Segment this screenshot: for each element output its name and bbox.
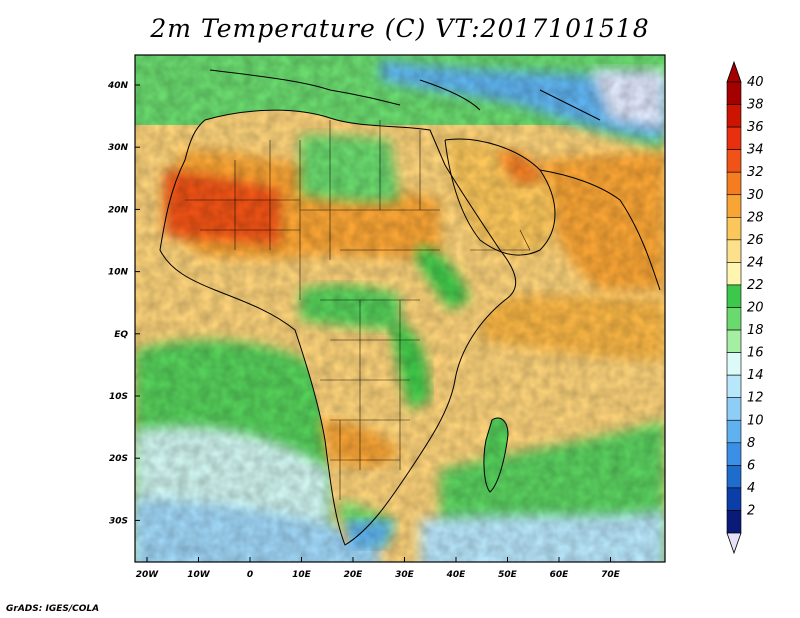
temperature-field (135, 55, 665, 562)
colorbar-swatch (726, 81, 742, 105)
lat-tick-label: EQ (114, 330, 128, 340)
lon-tick-label: 20E (344, 570, 364, 580)
lat-tick-label: 20N (108, 205, 129, 215)
colorbar-label: 16 (747, 346, 764, 361)
colorbar-label: 26 (747, 233, 764, 248)
lat-tick-label: 40N (107, 81, 129, 91)
map-frame (134, 54, 666, 563)
colorbar-swatch (726, 262, 742, 286)
colorbar-label: 20 (747, 301, 764, 316)
colorbar-swatch (726, 442, 742, 466)
lat-tick-label: 20S (109, 454, 128, 464)
colorbar-label: 22 (747, 278, 764, 293)
colorbar: 40 38 36 34 32 30 28 26 24 22 20 18 16 14 12 10 8 6 4 2 (726, 60, 764, 555)
colorbar-swatch (726, 284, 742, 308)
colorbar-swatch (726, 465, 742, 489)
colorbar-label: 32 (747, 165, 764, 180)
colorbar-label: 24 (747, 255, 764, 270)
colorbar-swatch (726, 487, 742, 511)
colorbar-swatch (726, 419, 742, 444)
colorbar-swatch (726, 126, 742, 150)
colorbar-swatch (726, 104, 742, 128)
colorbar-label: 38 (747, 98, 764, 113)
lat-tick-label: 30S (109, 516, 128, 526)
colorbar-swatch (726, 239, 742, 263)
grads-credit: GrADS: IGES/COLA (6, 604, 100, 614)
colorbar-swatch (726, 217, 742, 241)
colorbar-swatch (726, 194, 742, 218)
colorbar-label: 30 (747, 188, 764, 203)
chart-title: 2m Temperature (C) VT:2017101518 (150, 14, 650, 43)
lon-tick-label: 0 (247, 570, 253, 580)
colorbar-label: 40 (747, 75, 764, 90)
colorbar-swatch (726, 510, 742, 534)
colorbar-label: 28 (747, 210, 764, 225)
colorbar-swatch (726, 397, 742, 421)
lat-tick-label: 10S (109, 392, 128, 402)
lon-tick-label: 60E (550, 570, 570, 580)
colorbar-swatch (726, 171, 742, 196)
colorbar-label: 36 (747, 120, 764, 135)
colorbar-swatch (726, 307, 742, 331)
colorbar-swatch (726, 374, 742, 398)
longitude-axis: 20W 10W 0 10E 20E 30E 40E 50E 60E 70E (136, 557, 621, 580)
lon-tick-label: 10E (292, 570, 312, 580)
colorbar-swatch (726, 329, 742, 353)
latitude-axis: 40N 30N 20N 10N EQ 10S 20S 30S (107, 81, 140, 526)
colorbar-under-arrow (726, 532, 742, 555)
colorbar-label: 8 (747, 436, 755, 451)
lat-tick-label: 30N (108, 143, 129, 153)
colorbar-label: 10 (747, 413, 764, 428)
lon-tick-label: 50E (498, 570, 518, 580)
lon-tick-label: 20W (136, 570, 160, 580)
colorbar-label: 12 (747, 391, 764, 406)
lon-tick-label: 30E (395, 570, 415, 580)
colorbar-over-arrow (726, 60, 742, 83)
lon-tick-label: 70E (601, 570, 621, 580)
lon-tick-label: 10W (187, 570, 211, 580)
colorbar-label: 14 (747, 368, 764, 383)
colorbar-label: 34 (747, 143, 764, 158)
colorbar-swatch (726, 149, 742, 173)
lon-tick-label: 40E (446, 570, 467, 580)
colorbar-label: 2 (747, 503, 755, 518)
colorbar-label: 6 (747, 458, 755, 473)
colorbar-label: 4 (747, 481, 755, 496)
lat-tick-label: 10N (108, 268, 129, 278)
colorbar-swatch (726, 352, 742, 376)
colorbar-label: 18 (747, 323, 764, 338)
